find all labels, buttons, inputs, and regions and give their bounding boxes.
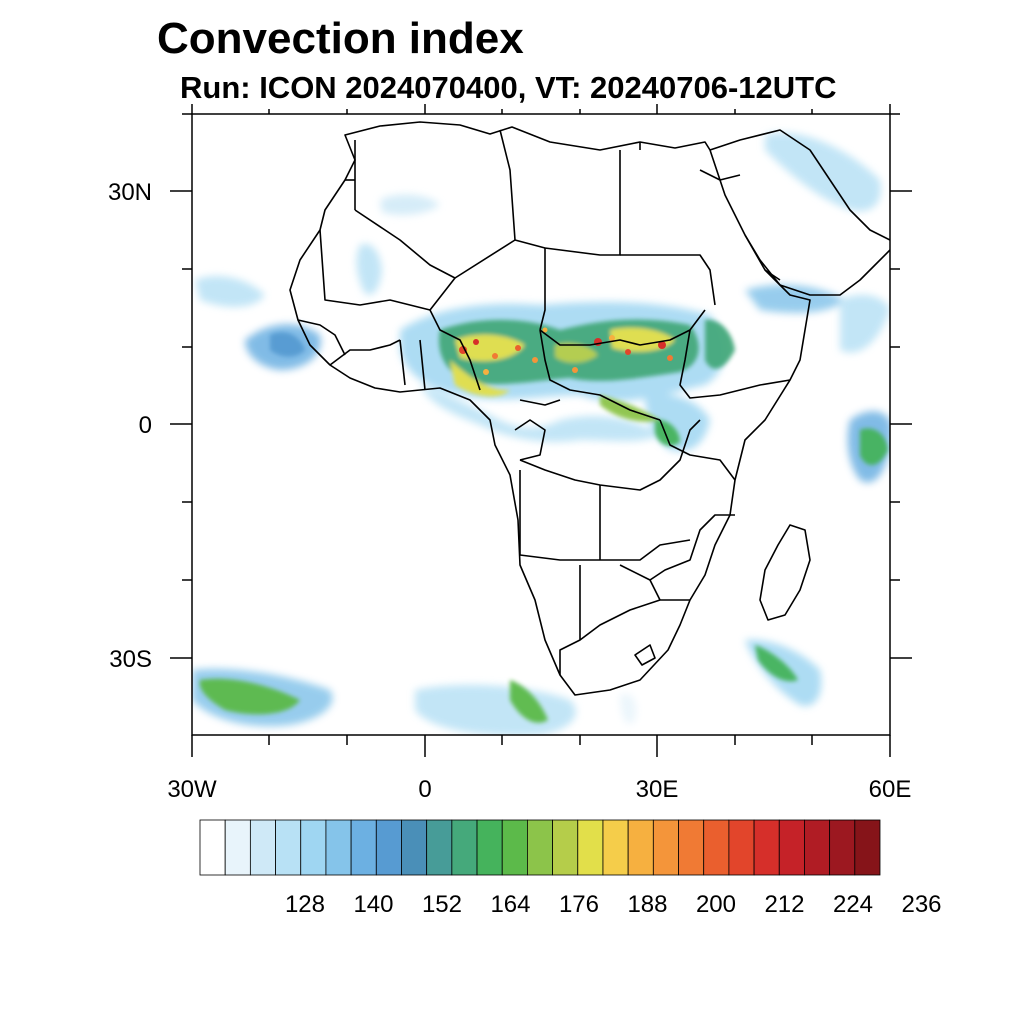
lat-label-30s: 30S xyxy=(109,646,152,673)
colorbar-label: 212 xyxy=(764,891,804,918)
lat-label-0: 0 xyxy=(139,412,152,439)
colorbar-label: 224 xyxy=(833,891,873,918)
map-frame xyxy=(191,113,891,736)
lon-label-60e: 60E xyxy=(869,776,912,803)
colorbar-swatch xyxy=(375,819,402,876)
colorbar-swatch xyxy=(678,819,705,876)
colorbar-swatch xyxy=(854,819,881,876)
colorbar-swatch xyxy=(829,819,856,876)
lat-label-30n: 30N xyxy=(108,179,152,206)
colorbar-swatch xyxy=(577,819,604,876)
lon-label-30w: 30W xyxy=(167,776,217,803)
colorbar-swatch xyxy=(300,819,327,876)
colorbar-swatch xyxy=(249,819,276,876)
colorbar-swatch xyxy=(199,819,226,876)
colorbar-swatch xyxy=(426,819,453,876)
colorbar-swatch xyxy=(224,819,251,876)
coastlines xyxy=(289,121,890,696)
colorbar-label: 176 xyxy=(559,891,599,918)
colorbar-swatch xyxy=(778,819,805,876)
colorbar-swatch xyxy=(401,819,428,876)
colorbar-swatch xyxy=(325,819,352,876)
lon-label-30e: 30E xyxy=(636,776,679,803)
colorbar-swatch xyxy=(728,819,755,876)
lon-label-0: 0 xyxy=(418,776,431,803)
colorbar-label: 140 xyxy=(353,891,393,918)
colorbar-label: 152 xyxy=(422,891,462,918)
colorbar-swatch xyxy=(501,819,528,876)
colorbar-label: 236 xyxy=(901,891,941,918)
axis-ticks xyxy=(170,104,912,757)
chart-title: Convection index xyxy=(157,14,524,63)
convection-field xyxy=(192,132,890,735)
colorbar-swatch xyxy=(275,819,302,876)
hotspots xyxy=(459,327,673,375)
colorbar-swatch xyxy=(652,819,679,876)
chart-subtitle: Run: ICON 2024070400, VT: 20240706-12UTC xyxy=(180,70,837,105)
colorbar-swatch xyxy=(703,819,730,876)
colorbar-swatch xyxy=(602,819,629,876)
colorbar-label: 164 xyxy=(490,891,530,918)
colorbar-swatch xyxy=(627,819,654,876)
colorbar-swatch xyxy=(451,819,478,876)
colorbar xyxy=(199,819,881,876)
colorbar-swatch xyxy=(753,819,780,876)
colorbar-swatch xyxy=(552,819,579,876)
colorbar-swatch xyxy=(476,819,503,876)
colorbar-label: 188 xyxy=(627,891,667,918)
colorbar-label: 200 xyxy=(696,891,736,918)
colorbar-label: 128 xyxy=(285,891,325,918)
colorbar-swatch xyxy=(527,819,553,876)
colorbar-swatch xyxy=(804,819,831,876)
colorbar-labels: 128 140 152 164 176 188 200 212 224 236 xyxy=(285,891,942,918)
colorbar-swatch xyxy=(350,819,377,876)
